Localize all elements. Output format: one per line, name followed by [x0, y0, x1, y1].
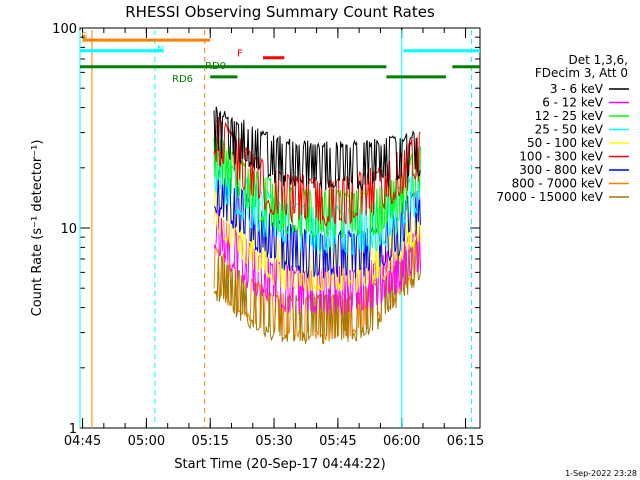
series-1 [213, 237, 421, 345]
x-tick-label: 04:45 [64, 434, 101, 449]
legend-label: 50 - 100 keV [527, 136, 604, 150]
x-tick-label: 05:30 [255, 434, 292, 449]
legend-label: 25 - 50 keV [535, 123, 604, 137]
legend-label: 100 - 300 keV [519, 150, 603, 164]
flag-label-f: F [237, 49, 243, 60]
flag-label-s: S [81, 31, 87, 42]
x-tick-label: 05:45 [319, 434, 356, 449]
x-tick-label: 06:15 [447, 434, 484, 449]
legend-label: 7000 - 15000 keV [496, 190, 603, 204]
series-line [213, 148, 421, 256]
x-tick-label: 05:15 [191, 434, 228, 449]
legend-label: 12 - 25 keV [535, 109, 604, 123]
legend-header: FDecim 3, Att 0 [535, 66, 628, 80]
y-tick-label: 1 [69, 422, 77, 437]
y-axis-label: Count Rate (s⁻¹ detector⁻¹) [30, 140, 45, 317]
series-line [213, 237, 421, 345]
x-tick-label: 05:00 [128, 434, 165, 449]
flag-label-n: N [157, 45, 164, 56]
series-8 [213, 106, 421, 192]
x-axis-label: Start Time (20-Sep-17 04:44:22) [174, 457, 385, 472]
y-tick-label: 10 [60, 222, 77, 237]
chart-title: RHESSI Observing Summary Count Rates [125, 3, 435, 21]
timestamp: 1-Sep-2022 23:28 [565, 469, 637, 478]
series-5 [213, 148, 421, 256]
legend-label: 300 - 800 keV [519, 163, 603, 177]
legend-label: 6 - 12 keV [542, 96, 604, 110]
y-tick-label: 100 [52, 22, 77, 37]
x-tick-label: 06:00 [383, 434, 420, 449]
legend-label: 3 - 6 keV [550, 82, 604, 96]
flag-label-rd6: RD6 [172, 74, 193, 85]
legend-label: 800 - 7000 keV [512, 177, 604, 191]
series-line [213, 106, 421, 192]
legend-header: Det 1,3,6, [569, 53, 629, 67]
flag-label-rd0: RD0 [205, 61, 226, 72]
plot-area: 1 10 100 04:45 05:00 05:15 05:30 05:45 06:00 06:1… [52, 22, 484, 449]
